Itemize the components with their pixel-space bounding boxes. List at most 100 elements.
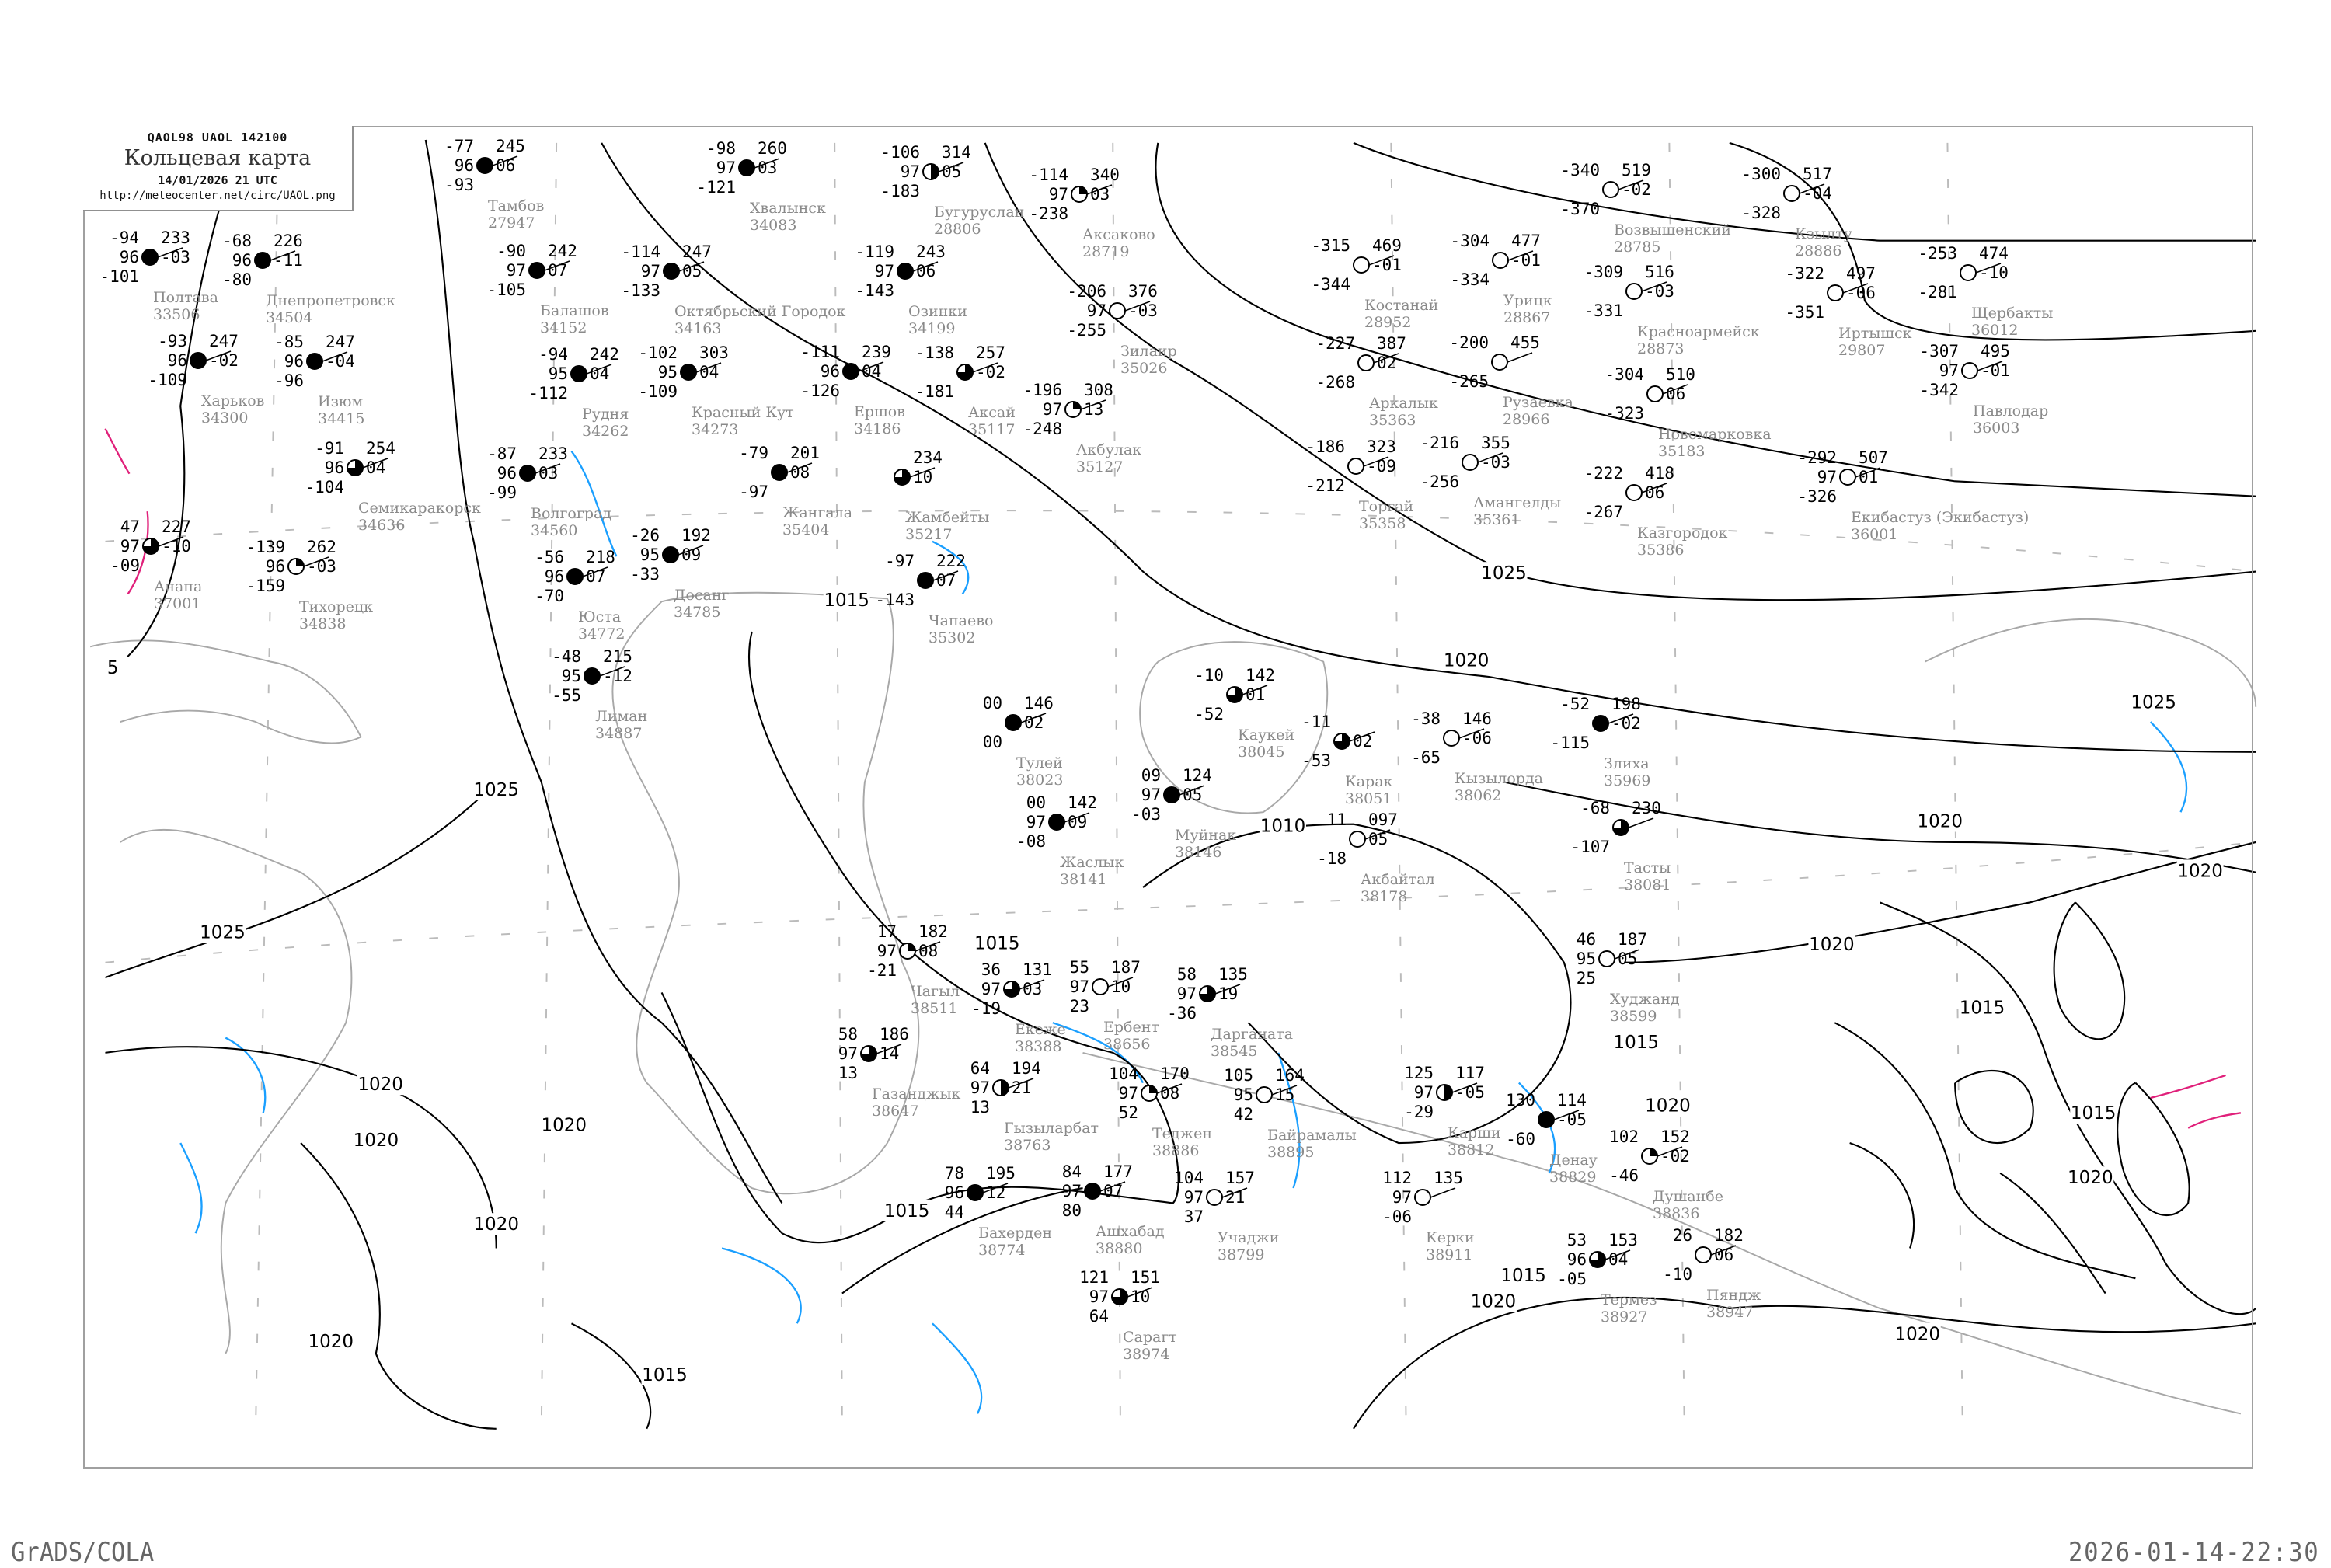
station-name: Байрамалы <box>1267 1127 1357 1144</box>
wind-barb <box>1977 361 2003 371</box>
visibility: 96 <box>168 351 187 370</box>
temperature: -26 <box>630 526 660 545</box>
visibility: 96 <box>1567 1250 1587 1269</box>
isobar-label-group: 1015 <box>883 1199 931 1221</box>
wind-barb <box>322 351 348 362</box>
temperature: 58 <box>1177 965 1197 984</box>
station-name: Новомарковка <box>1658 426 1772 443</box>
wind-barb <box>1107 977 1134 988</box>
temperature: -300 <box>1741 165 1781 183</box>
wind-barb <box>1124 301 1151 312</box>
cloud-cover-fill <box>894 469 910 485</box>
cloud-cover-fill <box>897 263 913 279</box>
source-url[interactable]: http://meteocenter.net/circ/UAOL.png <box>99 190 336 202</box>
pressure-tendency: -01 <box>1372 256 1402 274</box>
isobar-label: 1015 <box>974 933 1020 953</box>
station-name: Денау <box>1549 1152 1598 1169</box>
wind-barb <box>158 536 184 547</box>
cloud-cover-circle <box>1256 1086 1273 1103</box>
isobar-label-group: 1020 <box>1443 649 1490 671</box>
station-name: Красный Кут <box>692 404 794 421</box>
station-name: Дарганата <box>1211 1026 1293 1043</box>
pressure: 303 <box>699 343 729 362</box>
isobar-label-group: 1020 <box>1469 1290 1517 1312</box>
isobar-label: 1020 <box>542 1115 587 1135</box>
cloud-cover-fill <box>529 263 545 278</box>
temperature: -315 <box>1311 236 1350 255</box>
pressure-tendency: 06 <box>1666 385 1685 403</box>
station-name: Жангала <box>782 504 852 521</box>
